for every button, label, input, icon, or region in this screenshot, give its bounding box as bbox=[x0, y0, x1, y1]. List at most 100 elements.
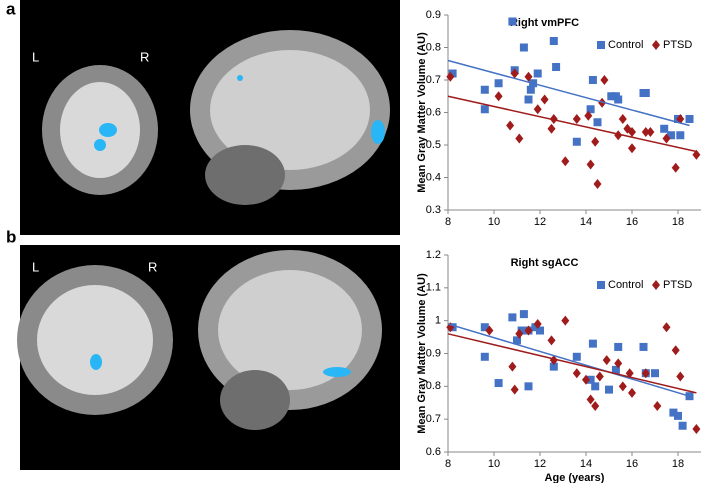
point bbox=[671, 345, 680, 356]
point bbox=[533, 69, 542, 78]
y-tick-label: 0.8 bbox=[426, 41, 441, 53]
point bbox=[614, 358, 623, 369]
point bbox=[611, 365, 620, 374]
y-tick-label: 0.3 bbox=[426, 204, 441, 216]
legend-marker bbox=[597, 41, 605, 49]
y-tick-label: 1.1 bbox=[426, 282, 441, 294]
point bbox=[618, 381, 627, 392]
point bbox=[524, 382, 533, 391]
point bbox=[660, 124, 669, 133]
point bbox=[586, 105, 595, 114]
point bbox=[641, 368, 650, 379]
trend-line bbox=[447, 323, 690, 397]
point bbox=[572, 352, 581, 361]
point bbox=[678, 421, 687, 430]
point bbox=[549, 362, 558, 371]
point bbox=[533, 318, 542, 329]
point bbox=[448, 69, 457, 78]
legend-label: PTSD bbox=[663, 39, 692, 51]
point bbox=[480, 105, 489, 114]
point bbox=[519, 43, 528, 52]
legend-label: Control bbox=[608, 279, 643, 291]
legend-marker bbox=[597, 281, 605, 289]
point bbox=[676, 114, 685, 124]
point bbox=[549, 114, 558, 124]
point bbox=[639, 342, 648, 351]
chart-title: Right sgACC bbox=[511, 257, 579, 269]
x-tick-label: 10 bbox=[488, 216, 500, 228]
point bbox=[676, 131, 685, 140]
y-tick-label: 0.6 bbox=[426, 106, 441, 118]
point bbox=[506, 120, 515, 131]
point bbox=[485, 325, 494, 336]
point bbox=[572, 114, 581, 124]
point bbox=[549, 37, 558, 45]
point bbox=[671, 162, 680, 173]
x-tick-label: 18 bbox=[672, 216, 684, 228]
point bbox=[524, 325, 533, 336]
point bbox=[494, 79, 503, 88]
point bbox=[510, 68, 519, 79]
point bbox=[600, 75, 609, 85]
point bbox=[669, 408, 678, 417]
side-label: R bbox=[140, 49, 149, 64]
point bbox=[561, 315, 570, 326]
point bbox=[480, 352, 489, 361]
point bbox=[605, 385, 613, 394]
x-tick-label: 12 bbox=[534, 458, 546, 470]
point bbox=[572, 137, 581, 146]
y-tick-label: 1 bbox=[435, 315, 441, 327]
side-label: L bbox=[32, 259, 39, 274]
x-axis-label: Age (years) bbox=[545, 472, 605, 483]
point bbox=[591, 382, 600, 391]
point bbox=[508, 313, 517, 322]
brain-image-a bbox=[20, 0, 400, 235]
point bbox=[625, 368, 634, 379]
point bbox=[494, 379, 503, 388]
point bbox=[607, 92, 616, 101]
point bbox=[549, 355, 558, 366]
point bbox=[494, 91, 503, 102]
point bbox=[517, 326, 526, 335]
y-tick-label: 0.8 bbox=[426, 380, 441, 392]
point bbox=[692, 149, 701, 160]
point bbox=[508, 361, 517, 372]
point bbox=[533, 104, 542, 115]
point bbox=[586, 375, 595, 384]
point bbox=[595, 371, 604, 382]
point bbox=[662, 133, 671, 144]
point bbox=[508, 17, 517, 26]
point bbox=[524, 95, 533, 104]
trend-line bbox=[447, 333, 697, 394]
point bbox=[582, 374, 590, 385]
y-tick-label: 0.9 bbox=[426, 9, 441, 21]
point bbox=[446, 71, 455, 82]
point bbox=[561, 156, 570, 167]
point bbox=[524, 71, 533, 82]
x-tick-label: 8 bbox=[445, 216, 451, 228]
point bbox=[692, 424, 701, 435]
side-label: L bbox=[32, 49, 39, 64]
point bbox=[540, 94, 549, 105]
point bbox=[614, 342, 623, 351]
point bbox=[591, 401, 600, 412]
point bbox=[628, 127, 636, 137]
x-tick-label: 16 bbox=[626, 216, 638, 228]
y-tick-label: 1.2 bbox=[426, 249, 441, 261]
point bbox=[547, 335, 556, 346]
point bbox=[674, 411, 682, 420]
point bbox=[480, 323, 489, 332]
x-tick-label: 18 bbox=[672, 458, 684, 470]
x-tick-label: 14 bbox=[580, 458, 592, 470]
point bbox=[480, 85, 489, 94]
point bbox=[641, 89, 650, 97]
trend-line bbox=[447, 59, 690, 127]
point bbox=[526, 85, 535, 94]
point bbox=[646, 127, 655, 137]
legend-label: PTSD bbox=[663, 279, 692, 291]
point bbox=[653, 401, 662, 412]
point bbox=[667, 131, 676, 140]
x-tick-label: 8 bbox=[445, 458, 451, 470]
point bbox=[685, 115, 694, 123]
trend-line bbox=[447, 95, 697, 153]
